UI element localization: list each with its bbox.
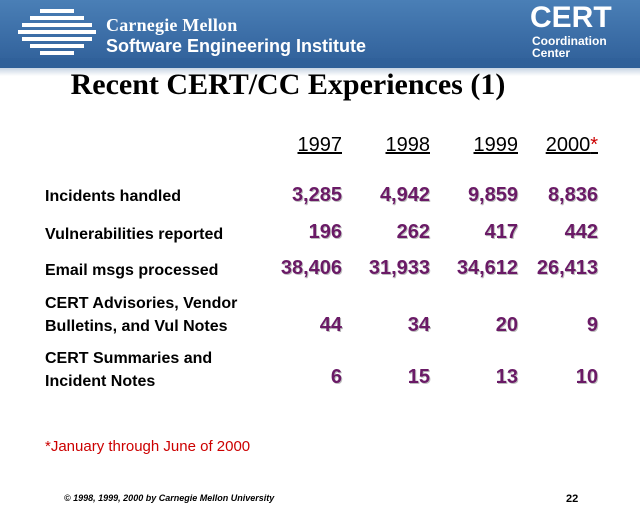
cell-email-1998: 31,933 bbox=[368, 257, 430, 279]
year-header-1997: 1997 bbox=[297, 134, 343, 156]
slide-title: Recent CERT/CC Experiences (1) bbox=[70, 68, 506, 101]
year-2000-text: 2000 bbox=[545, 134, 591, 156]
cert-sub-line1: Coordination bbox=[532, 34, 607, 48]
row-label-advisories-line2: Bulletins, and Vul Notes bbox=[45, 318, 228, 335]
cell-advisories-2000: 9 bbox=[586, 314, 598, 336]
cell-vulns-2000: 442 bbox=[564, 221, 598, 243]
row-label-summaries-line1: CERT Summaries and bbox=[45, 350, 213, 367]
row-label-summaries-line2: Incident Notes bbox=[45, 373, 156, 390]
row-label-summaries: CERT Summaries and Incident Notes bbox=[45, 347, 212, 393]
cell-summaries-2000: 10 bbox=[575, 366, 598, 388]
row-label-incidents: Incidents handled bbox=[45, 188, 182, 205]
org-name-line1: Carnegie Mellon bbox=[106, 15, 238, 35]
slide-header: Carnegie Mellon Software Engineering Ins… bbox=[0, 0, 640, 68]
cell-advisories-1998: 34 bbox=[407, 314, 430, 336]
org-name-line2: Software Engineering Institute bbox=[106, 36, 367, 56]
cell-advisories-1997: 44 bbox=[319, 314, 342, 336]
year-header-1998: 1998 bbox=[385, 134, 431, 156]
copyright-notice: © 1998, 1999, 2000 by Carnegie Mellon Un… bbox=[64, 493, 275, 503]
cell-email-1997: 38,406 bbox=[280, 257, 342, 279]
cell-vulns-1999: 417 bbox=[484, 221, 518, 243]
cert-sub-line2: Center bbox=[532, 46, 571, 60]
cell-email-2000: 26,413 bbox=[536, 257, 598, 279]
cell-summaries-1999: 13 bbox=[495, 366, 518, 388]
cell-email-1999: 34,612 bbox=[456, 257, 518, 279]
cell-summaries-1997: 6 bbox=[330, 366, 342, 388]
cell-incidents-1997: 3,285 bbox=[291, 184, 342, 206]
cert-logo-subtitle: Coordination Center bbox=[532, 35, 607, 59]
year-header-2000: 2000* bbox=[518, 134, 598, 157]
footnote-marker: * bbox=[590, 134, 598, 156]
year-header-1999: 1999 bbox=[473, 134, 519, 156]
row-label-email: Email msgs processed bbox=[45, 262, 219, 279]
cell-vulns-1998: 262 bbox=[396, 221, 430, 243]
row-label-vulnerabilities: Vulnerabilities reported bbox=[45, 226, 224, 243]
cell-incidents-1999: 9,859 bbox=[467, 184, 518, 206]
cell-summaries-1998: 15 bbox=[407, 366, 430, 388]
cert-logo: CERT bbox=[530, 1, 612, 34]
cell-vulns-1997: 196 bbox=[308, 221, 342, 243]
cell-incidents-2000: 8,836 bbox=[547, 184, 598, 206]
cell-incidents-1998: 4,942 bbox=[379, 184, 430, 206]
footnote: *January through June of 2000 bbox=[45, 438, 251, 455]
page-number: 22 bbox=[566, 493, 579, 505]
cmu-striped-globe-icon bbox=[18, 9, 96, 55]
row-label-advisories: CERT Advisories, Vendor Bulletins, and V… bbox=[45, 292, 237, 338]
row-label-advisories-line1: CERT Advisories, Vendor bbox=[45, 295, 238, 312]
header-fade bbox=[0, 58, 640, 76]
cell-advisories-1999: 20 bbox=[495, 314, 518, 336]
